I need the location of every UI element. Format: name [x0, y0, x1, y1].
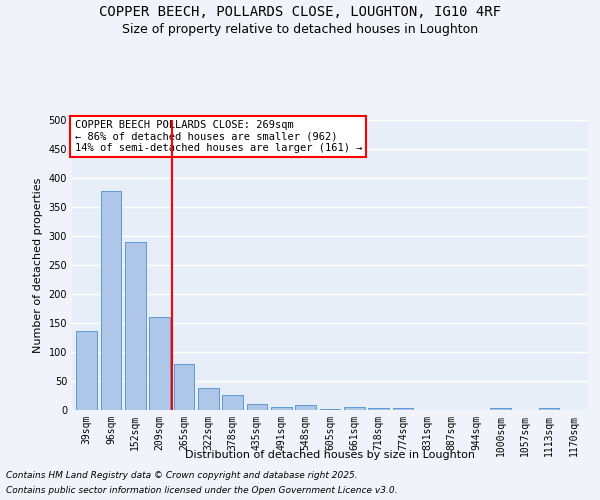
Bar: [198, 388, 218, 410]
Bar: [76, 330, 97, 410]
Bar: [539, 408, 559, 410]
Text: COPPER BEECH, POLLARDS CLOSE, LOUGHTON, IG10 4RF: COPPER BEECH, POLLARDS CLOSE, LOUGHTON, …: [99, 5, 501, 19]
Bar: [490, 408, 511, 410]
Text: Contains public sector information licensed under the Open Government Licence v3: Contains public sector information licen…: [6, 486, 398, 495]
Bar: [125, 242, 146, 410]
Text: Distribution of detached houses by size in Loughton: Distribution of detached houses by size …: [185, 450, 475, 460]
Bar: [368, 408, 389, 410]
Bar: [222, 395, 243, 410]
Text: COPPER BEECH POLLARDS CLOSE: 269sqm
← 86% of detached houses are smaller (962)
1: COPPER BEECH POLLARDS CLOSE: 269sqm ← 86…: [74, 120, 362, 153]
Bar: [392, 408, 413, 410]
Text: Contains HM Land Registry data © Crown copyright and database right 2025.: Contains HM Land Registry data © Crown c…: [6, 471, 358, 480]
Bar: [295, 406, 316, 410]
Y-axis label: Number of detached properties: Number of detached properties: [33, 178, 43, 352]
Bar: [320, 409, 340, 410]
Text: Size of property relative to detached houses in Loughton: Size of property relative to detached ho…: [122, 22, 478, 36]
Bar: [247, 404, 268, 410]
Bar: [101, 191, 121, 410]
Bar: [149, 317, 170, 410]
Bar: [344, 407, 365, 410]
Bar: [271, 406, 292, 410]
Bar: [173, 364, 194, 410]
